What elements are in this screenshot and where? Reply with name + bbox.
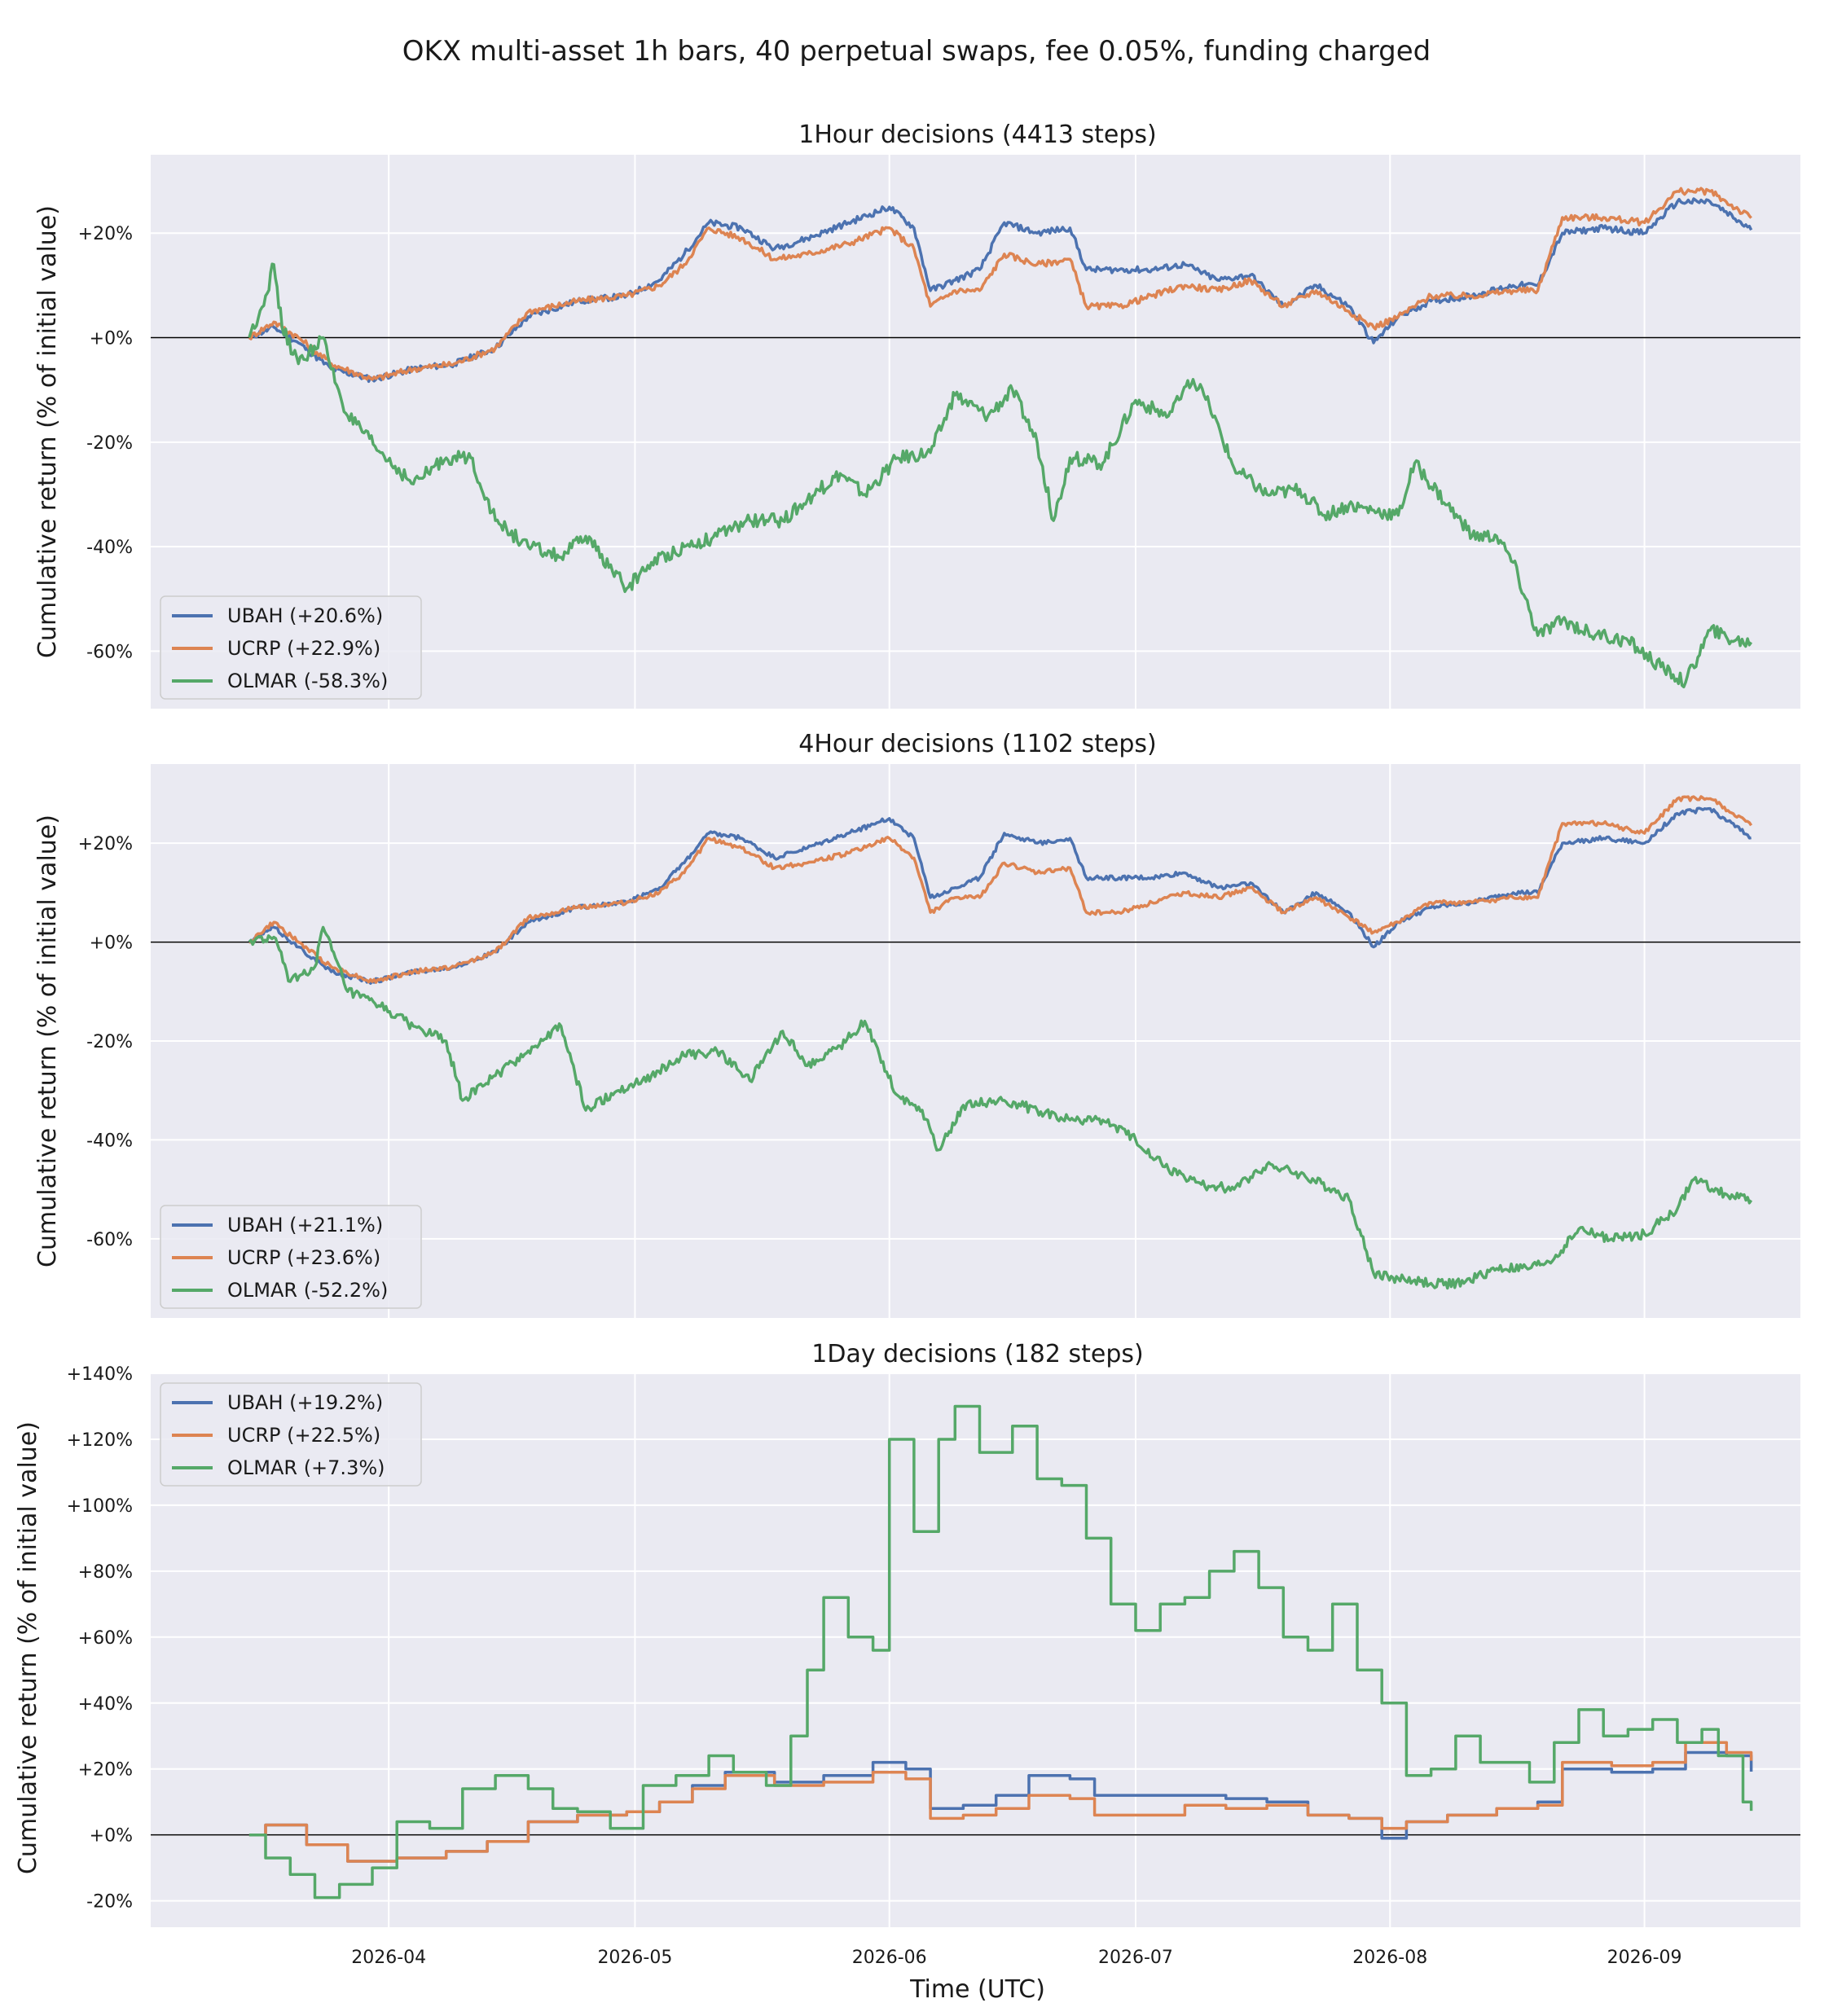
legend-label: UBAH (+20.6%) <box>227 604 383 627</box>
y-tick-label: -20% <box>86 433 133 454</box>
legend-label: UCRP (+22.9%) <box>227 637 380 660</box>
panel-1day: 1Day decisions (182 steps) Cumulative re… <box>14 1340 1800 1968</box>
legend-label: UCRP (+22.5%) <box>227 1424 380 1447</box>
panel-title: 1Hour decisions (4413 steps) <box>798 121 1157 149</box>
y-tick-label: +0% <box>90 1826 133 1847</box>
series-line-ubah <box>248 806 1752 986</box>
y-tick-label: +120% <box>67 1430 133 1451</box>
y-tick-label: +40% <box>78 1694 133 1715</box>
legend: UBAH (+20.6%) UCRP (+22.9%) OLMAR (-58.3%) <box>160 595 422 700</box>
legend-box <box>160 595 422 700</box>
y-axis-label: Cumulative return (% of initial value) <box>14 1421 42 1874</box>
y-tick-label: -60% <box>86 1230 133 1250</box>
x-tick-label: 2026-05 <box>597 1948 672 1968</box>
series-line-ucrp <box>248 795 1753 984</box>
x-tick-label: 2026-04 <box>351 1948 426 1968</box>
panel-title: 4Hour decisions (1102 steps) <box>798 730 1157 758</box>
y-tick-label: -20% <box>86 1892 133 1913</box>
figure-title: OKX multi-asset 1h bars, 40 perpetual sw… <box>402 35 1431 68</box>
legend-label: UBAH (+21.1%) <box>227 1214 383 1236</box>
y-tick-label: +0% <box>90 329 133 349</box>
y-tick-label: +140% <box>67 1364 133 1385</box>
x-tick-label: 2026-06 <box>852 1948 927 1968</box>
y-tick-label: +0% <box>90 933 133 954</box>
y-axis-label: Cumulative return (% of initial value) <box>33 205 62 658</box>
y-tick-label: +80% <box>78 1562 133 1583</box>
legend-box <box>160 1382 422 1487</box>
series-line-olmar <box>248 1404 1753 1900</box>
series-line-ucrp <box>248 1741 1753 1863</box>
x-tick-label: 2026-09 <box>1607 1948 1682 1968</box>
y-tick-label: -60% <box>86 642 133 662</box>
y-tick-label: +20% <box>78 1760 133 1781</box>
legend: UBAH (+21.1%) UCRP (+23.6%) OLMAR (-52.2%) <box>160 1205 422 1309</box>
series-line-olmar <box>248 262 1753 689</box>
legend-label: UBAH (+19.2%) <box>227 1391 383 1414</box>
y-tick-label: +20% <box>78 224 133 244</box>
y-tick-label: -40% <box>86 1131 133 1151</box>
y-tick-label: +60% <box>78 1628 133 1649</box>
panel-4hour: 4Hour decisions (1102 steps) Cumulative … <box>33 730 1800 1318</box>
y-axis-label: Cumulative return (% of initial value) <box>33 815 62 1267</box>
series-line-ucrp <box>248 187 1752 381</box>
legend-label: UCRP (+23.6%) <box>227 1246 380 1269</box>
x-tick-label: 2026-07 <box>1098 1948 1173 1968</box>
panel-1hour: 1Hour decisions (4413 steps) Cumulative … <box>33 121 1800 709</box>
legend-box <box>160 1205 422 1309</box>
panel-title: 1Day decisions (182 steps) <box>811 1340 1143 1368</box>
legend-label: OLMAR (+7.3%) <box>227 1456 385 1479</box>
x-tick-label: 2026-08 <box>1352 1948 1427 1968</box>
y-tick-label: -40% <box>86 538 133 558</box>
legend-label: OLMAR (-58.3%) <box>227 670 388 692</box>
y-tick-label: +20% <box>78 834 133 854</box>
x-axis-label: Time (UTC) <box>909 1975 1045 2004</box>
plot-area <box>151 155 1800 709</box>
legend-label: OLMAR (-52.2%) <box>227 1279 388 1302</box>
series-line-olmar <box>248 925 1753 1290</box>
y-tick-label: -20% <box>86 1032 133 1052</box>
legend: UBAH (+19.2%) UCRP (+22.5%) OLMAR (+7.3%) <box>160 1382 422 1487</box>
y-tick-label: +100% <box>67 1496 133 1517</box>
